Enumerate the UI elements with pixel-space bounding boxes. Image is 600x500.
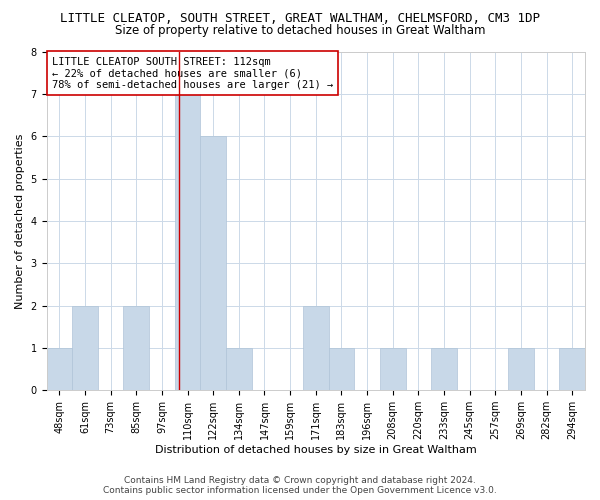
Text: LITTLE CLEATOP, SOUTH STREET, GREAT WALTHAM, CHELMSFORD, CM3 1DP: LITTLE CLEATOP, SOUTH STREET, GREAT WALT… (60, 12, 540, 26)
Text: Contains HM Land Registry data © Crown copyright and database right 2024.
Contai: Contains HM Land Registry data © Crown c… (103, 476, 497, 495)
Bar (72, 306, 98, 390)
Bar (559, 348, 585, 390)
X-axis label: Distribution of detached houses by size in Great Waltham: Distribution of detached houses by size … (155, 445, 476, 455)
Bar (431, 348, 457, 390)
Bar (380, 348, 406, 390)
Text: LITTLE CLEATOP SOUTH STREET: 112sqm
← 22% of detached houses are smaller (6)
78%: LITTLE CLEATOP SOUTH STREET: 112sqm ← 22… (52, 56, 333, 90)
Bar (124, 306, 149, 390)
Bar (200, 136, 226, 390)
Bar (303, 306, 329, 390)
Bar (226, 348, 251, 390)
Bar (329, 348, 354, 390)
Bar (508, 348, 534, 390)
Text: Size of property relative to detached houses in Great Waltham: Size of property relative to detached ho… (115, 24, 485, 37)
Bar (175, 94, 200, 390)
Y-axis label: Number of detached properties: Number of detached properties (15, 133, 25, 308)
Bar (47, 348, 72, 390)
